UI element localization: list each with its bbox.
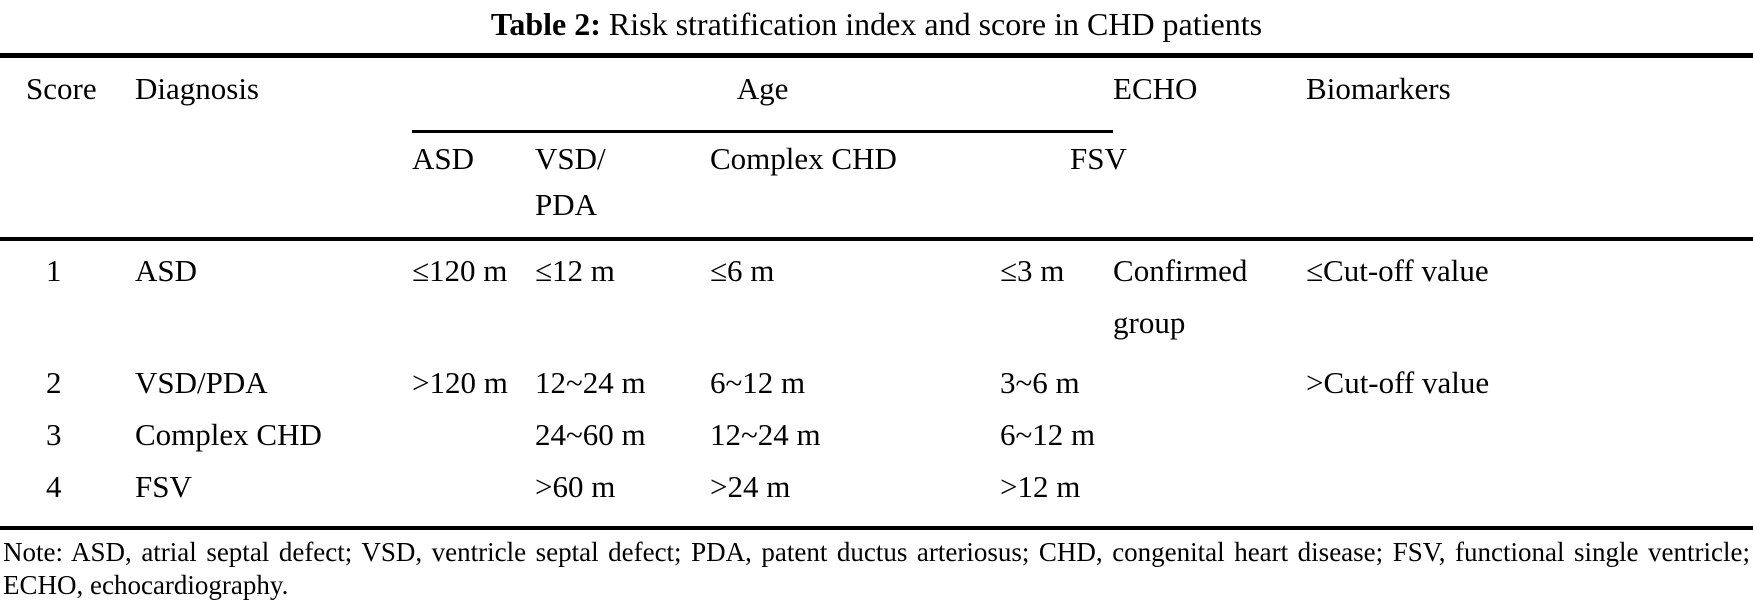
header-row-main: Score Diagnosis Age ECHO Biomarkers xyxy=(0,55,1753,241)
cell-biomarkers: ≤Cut-off value xyxy=(1306,253,1489,288)
cell-age-complex-chd: 12~24 m xyxy=(710,417,821,452)
cell-score: 3 xyxy=(46,417,62,452)
cell-diagnosis: FSV xyxy=(135,461,412,530)
cell-age-complex-chd: ≤6 m xyxy=(710,253,775,288)
table-row-score-3: 3 Complex CHD 24~60 m 12~24 m 6~12 m xyxy=(0,409,1753,461)
cell-diagnosis: Complex CHD xyxy=(135,417,322,452)
cell-echo xyxy=(1113,461,1307,530)
cell-score: 2 xyxy=(46,365,62,400)
cell-age-fsv: >12 m xyxy=(1000,461,1114,530)
cell-score: 4 xyxy=(0,461,135,530)
cell-age-fsv: ≤3 m xyxy=(1000,253,1065,288)
cell-age-fsv: 3~6 m xyxy=(1000,365,1080,400)
table-row-score-1: 1 ASD ≤120 m ≤12 m ≤6 m ≤3 m Confirmed g… xyxy=(0,239,1753,357)
column-header-diagnosis: Diagnosis xyxy=(135,55,412,241)
cell-echo xyxy=(1113,357,1306,409)
cell-diagnosis: VSD/PDA xyxy=(135,365,268,400)
table-caption-label: Table 2: xyxy=(490,6,601,42)
column-header-biomarkers: Biomarkers xyxy=(1306,55,1753,241)
risk-stratification-table: Score Diagnosis Age ECHO Biomarkers ASD … xyxy=(0,53,1753,530)
cell-biomarkers xyxy=(1306,409,1753,461)
header-row-age-subcolumns: ASD VSD/ PDA Complex CHD FSV xyxy=(0,131,1753,241)
cell-age-fsv: 6~12 m xyxy=(1000,417,1096,452)
cell-echo: Confirmed group xyxy=(1113,253,1248,340)
column-header-score: Score xyxy=(0,55,135,241)
subcolumn-header-vsd-pda: VSD/ PDA xyxy=(535,131,710,241)
table-row-score-2: 2 VSD/PDA >120 m 12~24 m 6~12 m 3~6 m >C… xyxy=(0,357,1753,409)
cell-diagnosis: ASD xyxy=(135,253,198,288)
table-footnote: Note: ASD, atrial septal defect; VSD, ve… xyxy=(3,537,1750,600)
table-body: 1 ASD ≤120 m ≤12 m ≤6 m ≤3 m Confirmed g… xyxy=(0,239,1753,530)
table-caption-text: Risk stratification index and score in C… xyxy=(600,6,1263,42)
cell-age-complex-chd: >24 m xyxy=(710,461,1000,530)
subcolumn-header-complex-chd: Complex CHD xyxy=(710,131,1000,241)
cell-age-asd: >120 m xyxy=(412,365,508,400)
cell-age-asd: ≤120 m xyxy=(412,253,508,288)
cell-age-vsd-pda: ≤12 m xyxy=(535,253,615,288)
cell-age-complex-chd: 6~12 m xyxy=(710,365,806,400)
table-header: Score Diagnosis Age ECHO Biomarkers ASD … xyxy=(0,55,1753,241)
column-header-age: Age xyxy=(412,55,1114,133)
cell-echo xyxy=(1113,409,1306,461)
table-row-score-4: 4 FSV >60 m >24 m >12 m xyxy=(0,461,1753,530)
cell-age-vsd-pda: 24~60 m xyxy=(535,417,646,452)
cell-age-asd xyxy=(412,461,535,530)
column-header-echo: ECHO xyxy=(1113,55,1307,241)
subcolumn-header-fsv: FSV xyxy=(1000,131,1127,241)
subcolumn-header-asd: ASD xyxy=(412,131,535,241)
cell-age-vsd-pda: >60 m xyxy=(535,461,710,530)
cell-age-vsd-pda: 12~24 m xyxy=(535,365,646,400)
cell-age-asd xyxy=(412,409,535,461)
cell-score: 1 xyxy=(46,253,62,288)
cell-biomarkers xyxy=(1306,461,1753,530)
table-caption: Table 2: Risk stratification index and s… xyxy=(0,0,1753,53)
cell-biomarkers: >Cut-off value xyxy=(1306,365,1490,400)
